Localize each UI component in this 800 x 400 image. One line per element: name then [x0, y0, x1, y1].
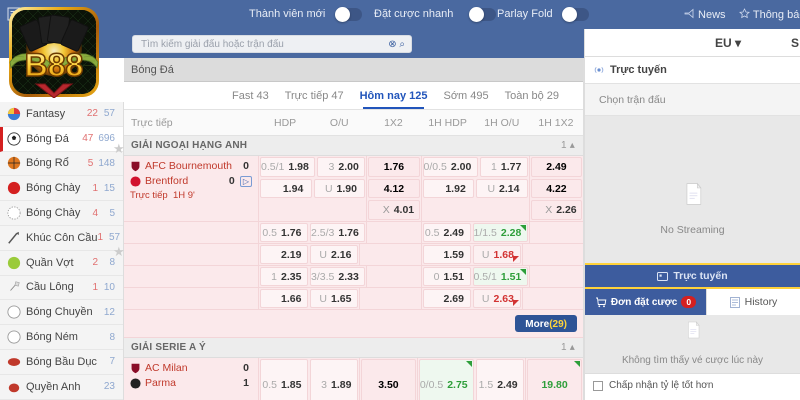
svg-text:B88: B88	[25, 47, 84, 83]
